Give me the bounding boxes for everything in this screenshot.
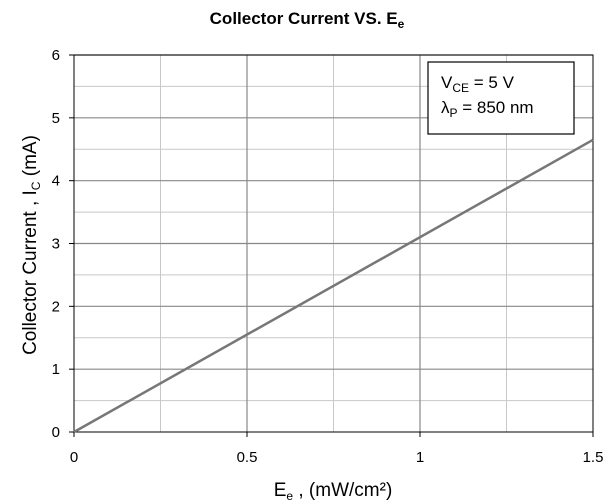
y-tick-label: 1 (52, 361, 60, 378)
y-tick-label: 2 (52, 298, 60, 315)
y-tick-label: 6 (52, 47, 60, 64)
y-axis-label: Collector Current , IC (mA) (20, 135, 43, 355)
y-tick-label: 3 (52, 236, 60, 253)
x-tick-label: 0 (70, 449, 78, 466)
series (73, 138, 594, 434)
annotation-vce: VCE = 5 V (441, 73, 515, 95)
ticks: 0 0.5 1 1.5 0 1 2 3 4 5 6 (52, 47, 604, 466)
chart-title-main: Collector Current VS. E (210, 9, 398, 28)
chart-title: Collector Current VS. Ee (210, 9, 405, 31)
x-tick-label: 0.5 (237, 449, 258, 466)
y-tick-label: 4 (52, 173, 60, 190)
y-tick-label: 0 (52, 424, 60, 441)
y-tick-label: 5 (52, 110, 60, 127)
x-tick-label: 1 (416, 449, 424, 466)
x-tick-label: 1.5 (583, 449, 604, 466)
annotation-lambda: λP = 850 nm (441, 98, 534, 120)
series-line (73, 138, 594, 434)
chart-title-sub: e (398, 17, 405, 31)
annotation-box: VCE = 5 V λP = 850 nm (427, 61, 575, 135)
x-axis-label: Ee , (mW/cm²) (274, 480, 393, 503)
